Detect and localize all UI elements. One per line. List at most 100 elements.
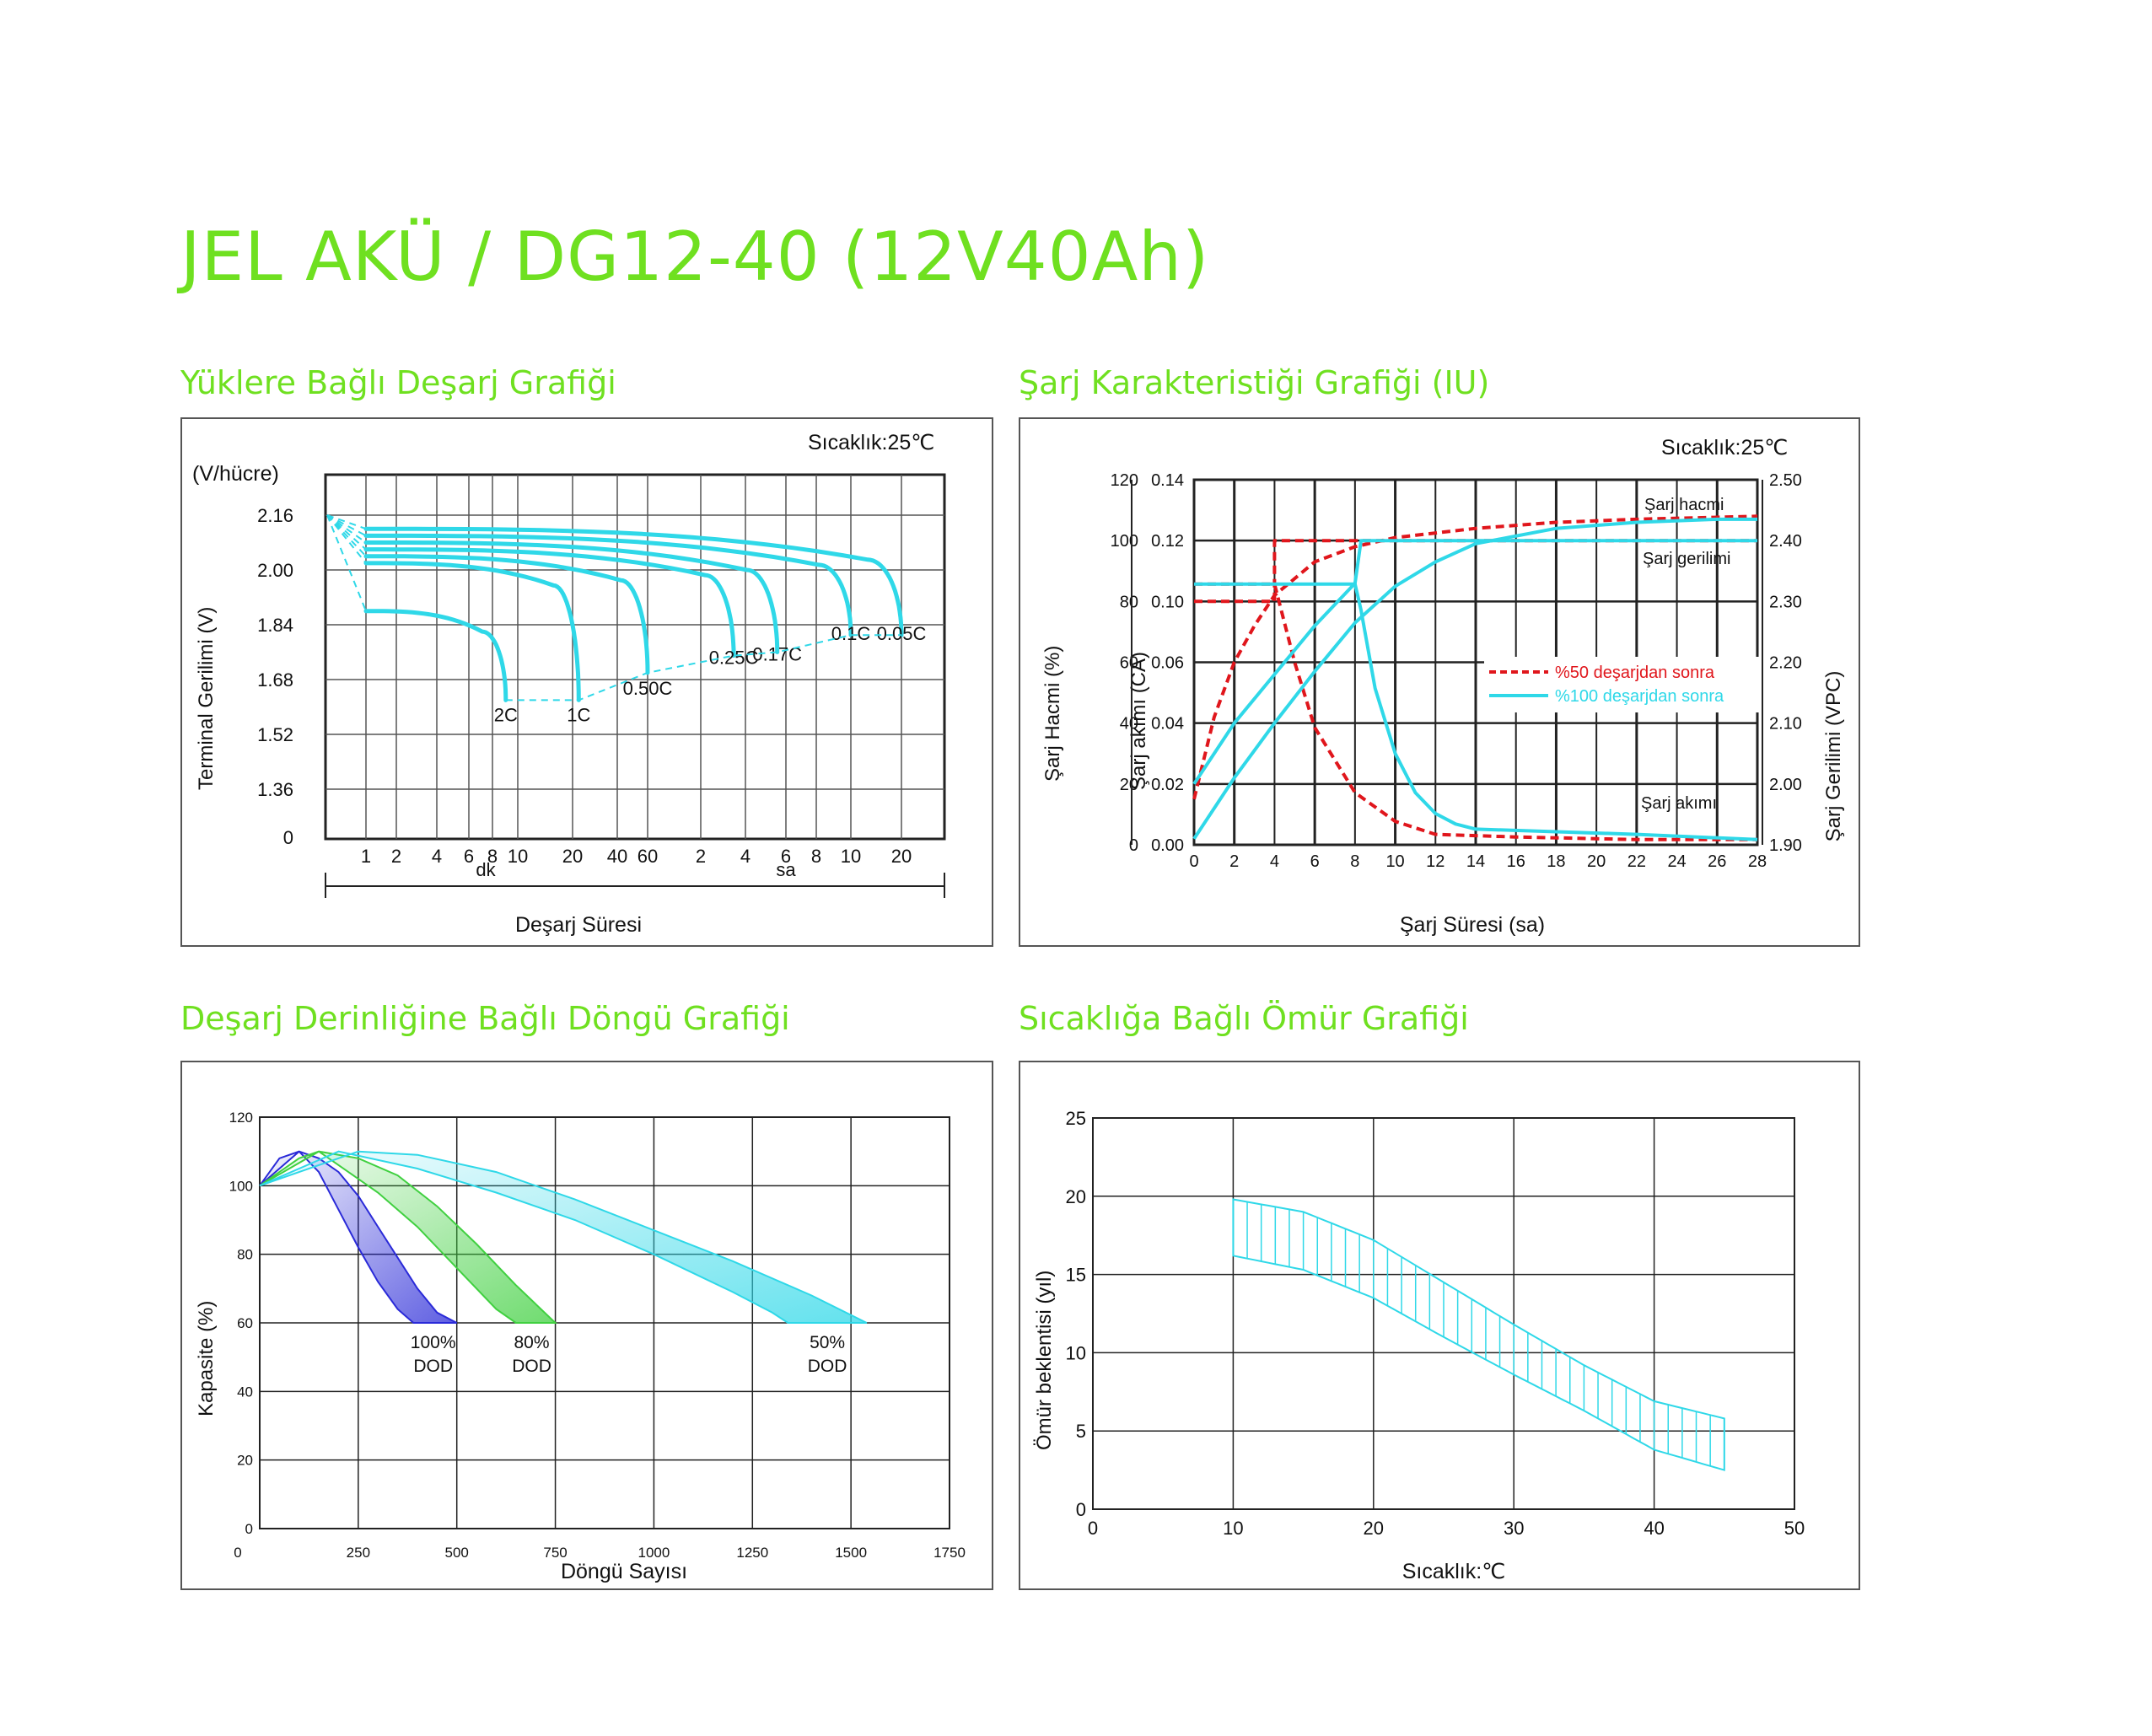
discharge-curve bbox=[363, 609, 508, 702]
current-tick-label: 0.12 bbox=[1151, 532, 1184, 551]
current-tick-label: 0.10 bbox=[1151, 593, 1184, 611]
x-tick-label: 14 bbox=[1466, 852, 1485, 871]
y-tick-label: 15 bbox=[1066, 1265, 1086, 1286]
voltage-tick-label: 1.90 bbox=[1769, 836, 1802, 855]
y-tick-label: 20 bbox=[1066, 1186, 1086, 1207]
y-tick-label: 60 bbox=[237, 1315, 253, 1331]
y-tick-label: 20 bbox=[237, 1453, 253, 1469]
charge-capacity-curve bbox=[1192, 517, 1757, 840]
curve-label-current: Şarj akımı bbox=[1641, 794, 1717, 813]
capacity-tick-label: 40 bbox=[1120, 715, 1138, 734]
y-tick-label: 1.36 bbox=[257, 779, 293, 800]
x-tick-label: 30 bbox=[1504, 1518, 1524, 1539]
x-tick-label: 20 bbox=[562, 846, 583, 867]
x-tick-label: 8 bbox=[811, 846, 821, 867]
y-tick-label: 10 bbox=[1066, 1342, 1086, 1363]
x-tick-label: 18 bbox=[1547, 852, 1565, 871]
x-axis-title: Deşarj Süresi bbox=[515, 913, 642, 937]
x-tick-label: 4 bbox=[1270, 852, 1279, 871]
capacity-tick-label: 100 bbox=[1111, 532, 1138, 551]
origin-dash-line bbox=[326, 514, 367, 557]
x-tick-label: 20 bbox=[1587, 852, 1606, 871]
x-tick-label: 0 bbox=[1189, 852, 1198, 871]
y-tick-label: 25 bbox=[1066, 1108, 1086, 1129]
chart2-title: Şarj Karakteristiği Grafiği (IU) bbox=[1019, 364, 1490, 401]
voltage-tick-label: 2.40 bbox=[1769, 532, 1802, 551]
voltage-tick-label: 2.30 bbox=[1769, 593, 1802, 611]
dod-label: 50% bbox=[810, 1333, 845, 1352]
life-chart: Ömür beklentisi (yıl) Sıcaklık:℃ 0 10 20 30… bbox=[1033, 1108, 1805, 1583]
capacity-tick-label: 0 bbox=[1129, 836, 1138, 855]
charge-current-curve bbox=[1194, 582, 1758, 841]
series-label: 0.50C bbox=[623, 678, 673, 699]
curve-label-capacity: Şarj hacmi bbox=[1644, 496, 1724, 514]
y-tick-label: 40 bbox=[237, 1384, 253, 1400]
origin-dash-line bbox=[326, 514, 367, 537]
x-tick-label: 26 bbox=[1708, 852, 1726, 871]
x-tick-label: 10 bbox=[1385, 852, 1404, 871]
x-tick-label: 1500 bbox=[835, 1545, 867, 1561]
discharge-curve bbox=[363, 526, 904, 637]
current-tick-label: 0.02 bbox=[1151, 776, 1184, 794]
charge-current-curve bbox=[1194, 582, 1757, 841]
x-tick-label: 500 bbox=[445, 1545, 469, 1561]
life-band bbox=[1232, 1198, 1725, 1471]
y-tick-label: 0 bbox=[1076, 1499, 1086, 1520]
charge-chart: Sıcaklık:25℃ Şarj Süresi (sa) Şarj Hacmi… bbox=[1041, 436, 1845, 937]
x-tick-label: 1250 bbox=[736, 1545, 768, 1561]
x-tick-label: 16 bbox=[1507, 852, 1525, 871]
y-axis-title-capacity: Şarj Hacmi (%) bbox=[1041, 646, 1064, 782]
charge-capacity-curve bbox=[1192, 514, 1758, 800]
discharge-chart-panel: Sıcaklık:25℃ (V/hücre) Terminal Gerilimi… bbox=[180, 417, 993, 947]
x-tick-label: 8 bbox=[1350, 852, 1359, 871]
voltage-tick-label: 2.00 bbox=[1769, 776, 1802, 794]
x-tick-label: 20 bbox=[891, 846, 912, 867]
x-unit-hours: sa bbox=[776, 859, 796, 880]
y-tick-label: 2.00 bbox=[257, 560, 293, 581]
x-tick-label: 20 bbox=[1364, 1518, 1384, 1539]
discharge-curve bbox=[363, 561, 581, 702]
legend-label: %100 deşarjdan sonra bbox=[1555, 687, 1724, 706]
dod-label: DOD bbox=[413, 1357, 453, 1376]
y-tick-label: 0 bbox=[245, 1521, 253, 1537]
x-tick-label: 40 bbox=[607, 846, 627, 867]
voltage-tick-label: 2.10 bbox=[1769, 715, 1802, 734]
voltage-tick-label: 2.20 bbox=[1769, 654, 1802, 673]
discharge-chart: Sıcaklık:25℃ (V/hücre) Terminal Gerilimi… bbox=[192, 431, 946, 937]
x-tick-label: 2 bbox=[696, 846, 706, 867]
legend-box bbox=[1484, 657, 1759, 712]
x-tick-label: 6 bbox=[781, 846, 791, 867]
discharge-curve bbox=[363, 554, 650, 675]
y-tick-label: 0 bbox=[283, 827, 293, 848]
x-axis-title: Sıcaklık:℃ bbox=[1402, 1560, 1506, 1583]
series-label: 1C bbox=[567, 704, 590, 725]
x-tick-label: 8 bbox=[487, 846, 498, 867]
y-axis-title: Ömür beklentisi (yıl) bbox=[1033, 1271, 1056, 1450]
charge-chart-panel: Sıcaklık:25℃ Şarj Süresi (sa) Şarj Hacmi… bbox=[1019, 417, 1860, 947]
dod-label: 80% bbox=[514, 1333, 550, 1352]
page-title: JEL AKÜ / DG12-40 (12V40Ah) bbox=[180, 218, 1210, 296]
cycle-chart: Kapasite (%) Döngü Sayısı 0 250 500 750 1000… bbox=[195, 1110, 966, 1583]
x-tick-label: 750 bbox=[543, 1545, 567, 1561]
y-tick-label: 100 bbox=[229, 1178, 253, 1194]
x-tick-label: 1750 bbox=[933, 1545, 966, 1561]
x-axis-title: Döngü Sayısı bbox=[561, 1560, 687, 1583]
dod-label: 100% bbox=[411, 1333, 456, 1352]
chart1-title: Yüklere Bağlı Deşarj Grafiği bbox=[180, 364, 616, 401]
capacity-tick-label: 60 bbox=[1120, 654, 1138, 673]
origin-dash-line bbox=[326, 514, 367, 612]
charge-voltage-curve bbox=[1192, 539, 1757, 785]
cutoff-dash-line bbox=[505, 634, 901, 701]
y-tick-label: 120 bbox=[229, 1110, 253, 1126]
curve-label-voltage: Şarj gerilimi bbox=[1643, 550, 1730, 568]
discharge-curve bbox=[363, 547, 736, 658]
origin-dash-line bbox=[326, 514, 367, 551]
series-label: 0.25C bbox=[709, 648, 759, 669]
y-tick-label: 1.84 bbox=[257, 615, 293, 636]
temperature-label: Sıcaklık:25℃ bbox=[808, 431, 934, 454]
origin-dash-line bbox=[326, 514, 367, 544]
x-tick-label: 0 bbox=[234, 1545, 241, 1561]
origin-dash-line bbox=[326, 514, 367, 564]
x-tick-label: 24 bbox=[1667, 852, 1686, 871]
x-tick-label: 6 bbox=[464, 846, 474, 867]
